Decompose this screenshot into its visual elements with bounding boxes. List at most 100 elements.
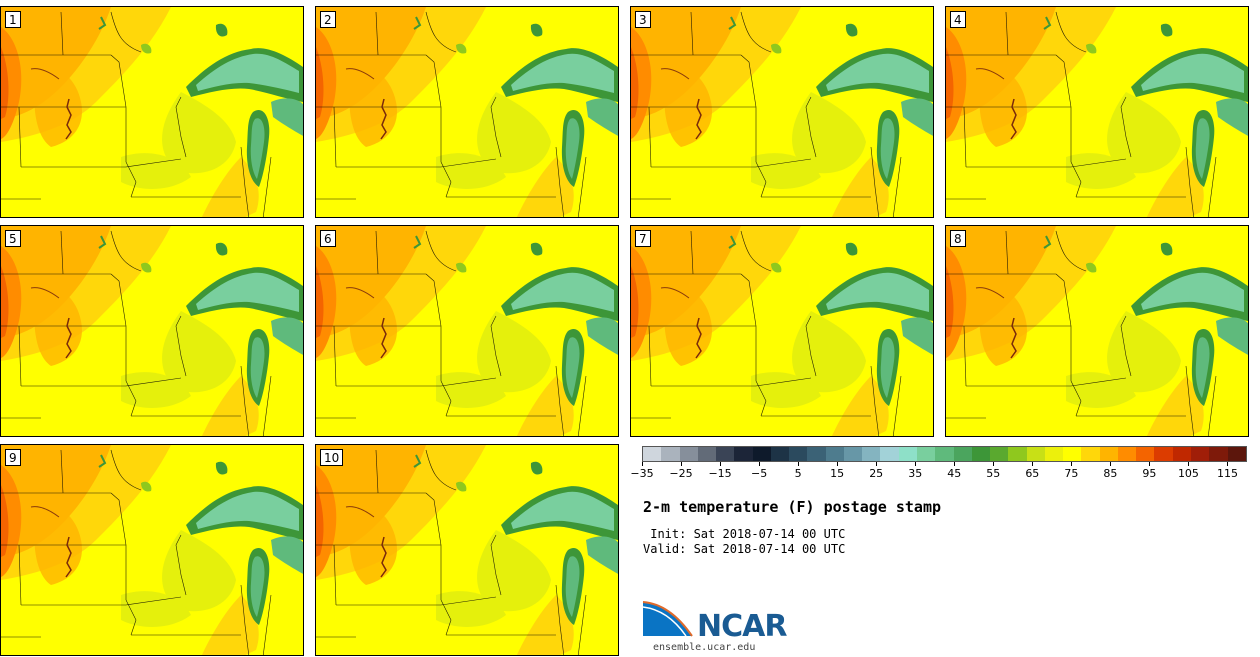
colorbar-tick [1032,462,1034,466]
panel-number-label: 3 [635,11,651,28]
map-panel-6: 6 [315,225,619,437]
colorbar-segment [643,447,662,461]
colorbar-segment [935,447,954,461]
colorbar-segment [1172,447,1191,461]
temperature-map [946,226,1248,436]
colorbar-ticks: −35 −25 −15 −5 5 15 25 35 45 55 65 75 85 95 105 115 [630,462,1247,482]
colorbar-tick-label: 45 [947,467,962,480]
temperature-map [631,226,933,436]
colorbar-tick-label: 85 [1103,467,1118,480]
map-panel-1: 1 [0,6,304,218]
colorbar-segment [734,447,753,461]
colorbar-tick [1188,462,1190,466]
colorbar-segment [971,447,991,461]
colorbar-tick [1149,462,1151,466]
map-panel-2: 2 [315,6,619,218]
colorbar-tick-label: −15 [708,467,732,480]
colorbar-tick [915,462,917,466]
map-panel-4: 4 [945,6,1249,218]
colorbar-tick-label: 115 [1216,467,1238,480]
init-time: Init: Sat 2018-07-14 00 UTC [643,527,846,541]
colorbar-tick-label: 75 [1064,467,1079,480]
colorbar-tick-label: 55 [986,467,1001,480]
colorbar-tick [798,462,800,466]
colorbar-tick-label: 95 [1142,467,1157,480]
temperature-map [316,445,618,655]
colorbar-segment [1026,447,1045,461]
colorbar-segment [1117,447,1137,461]
colorbar-tick [837,462,839,466]
colorbar-segment [843,447,863,461]
colorbar-tick-label: 5 [794,467,802,480]
temperature-map [631,7,933,217]
colorbar-segment [1099,447,1118,461]
colorbar-segment [1190,447,1210,461]
colorbar-tick-label: −25 [669,467,693,480]
colorbar-segment [1044,447,1064,461]
colorbar-segment [862,447,881,461]
temperature-map [316,7,618,217]
map-panel-7: 7 [630,225,934,437]
colorbar-segment [1209,447,1228,461]
panel-number-label: 4 [950,11,966,28]
colorbar-tick-label: 65 [1025,467,1040,480]
ncar-logo-text: NCAR [697,609,787,644]
colorbar-tick [993,462,995,466]
map-panel-10: 10 [315,444,619,656]
panel-number-label: 7 [635,230,651,247]
panel-number-label: 8 [950,230,966,247]
colorbar [642,446,1247,462]
colorbar-segment [1008,447,1027,461]
colorbar-segment [953,447,972,461]
panel-number-label: 2 [320,11,336,28]
colorbar-segment [1136,447,1155,461]
colorbar-segment [661,447,680,461]
colorbar-segment [679,447,698,461]
colorbar-tick-label: 35 [908,467,923,480]
colorbar-tick-label: 15 [830,467,845,480]
colorbar-tick [876,462,878,466]
site-url[interactable]: ensemble.ucar.edu [653,642,756,653]
panel-number-label: 5 [5,230,21,247]
temperature-map [946,7,1248,217]
map-panel-5: 5 [0,225,304,437]
colorbar-segment [716,447,735,461]
colorbar-segment [1227,447,1246,461]
ncar-logo-icon [642,601,693,637]
temperature-map [1,7,303,217]
colorbar-tick [642,462,643,466]
colorbar-segment [789,447,808,461]
colorbar-segment [990,447,1009,461]
plot-title: 2-m temperature (F) postage stamp [643,498,942,516]
map-panel-8: 8 [945,225,1249,437]
colorbar-tick [1110,462,1112,466]
temperature-map [1,445,303,655]
colorbar-tick-label: −35 [630,467,654,480]
colorbar-segment [825,447,844,461]
colorbar-tick [759,462,761,466]
colorbar-tick-label: 105 [1177,467,1199,480]
colorbar-segment [1063,447,1082,461]
temperature-map [316,226,618,436]
colorbar-segment [1081,447,1100,461]
map-panel-3: 3 [630,6,934,218]
colorbar-segment [807,447,826,461]
colorbar-segment [898,447,917,461]
panel-number-label: 9 [5,449,21,466]
colorbar-tick [681,462,683,466]
colorbar-segment [752,447,771,461]
colorbar-tick-label: −5 [750,467,768,480]
colorbar-segment [697,447,717,461]
colorbar-tick [1227,462,1229,466]
colorbar-tick [954,462,956,466]
panel-number-label: 10 [320,449,344,466]
temperature-map [1,226,303,436]
colorbar-segment [770,447,790,461]
map-panel-9: 9 [0,444,304,656]
colorbar-tick-label: 25 [869,467,884,480]
colorbar-tick [720,462,722,466]
colorbar-segment [1154,447,1173,461]
colorbar-segment [880,447,899,461]
panel-number-label: 1 [5,11,21,28]
panel-number-label: 6 [320,230,336,247]
